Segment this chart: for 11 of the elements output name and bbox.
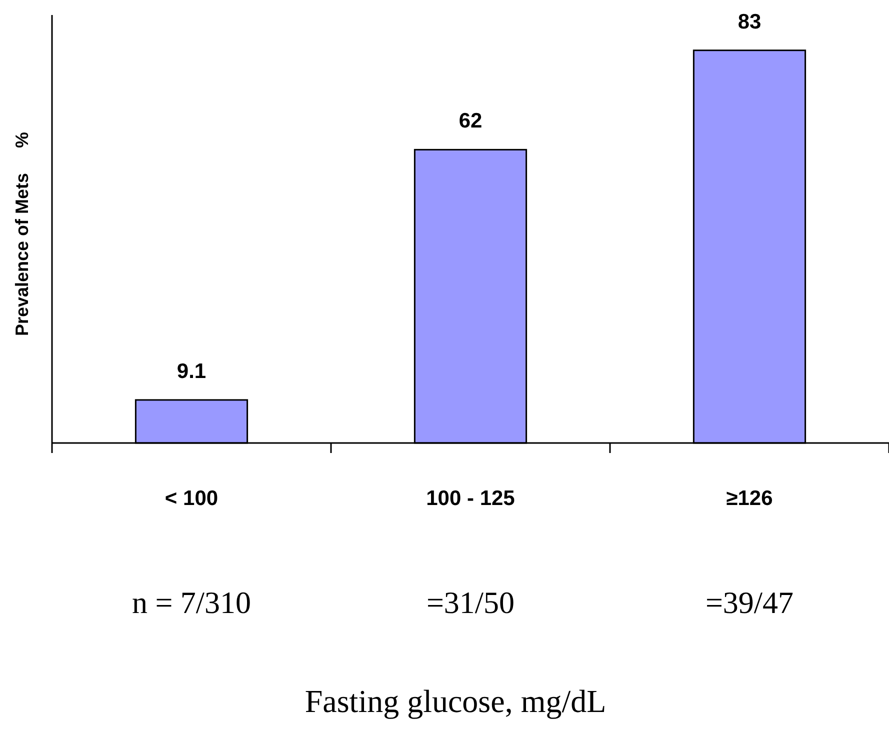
data-label: 9.1	[176, 360, 206, 383]
data-label: 62	[458, 110, 482, 133]
y-axis-title: Prevalence of Mets %	[12, 132, 32, 336]
x-tick-label: < 100	[164, 487, 218, 510]
x-tick-label: 100 - 125	[426, 487, 516, 510]
text: =31/50	[426, 585, 515, 620]
text: n = 7/310	[132, 585, 252, 620]
data-label: 83	[738, 10, 762, 34]
text: Fasting glucose, mg/dL	[304, 683, 606, 719]
text: =39/47	[705, 585, 794, 620]
x-tick-label: ≥126	[726, 487, 773, 510]
